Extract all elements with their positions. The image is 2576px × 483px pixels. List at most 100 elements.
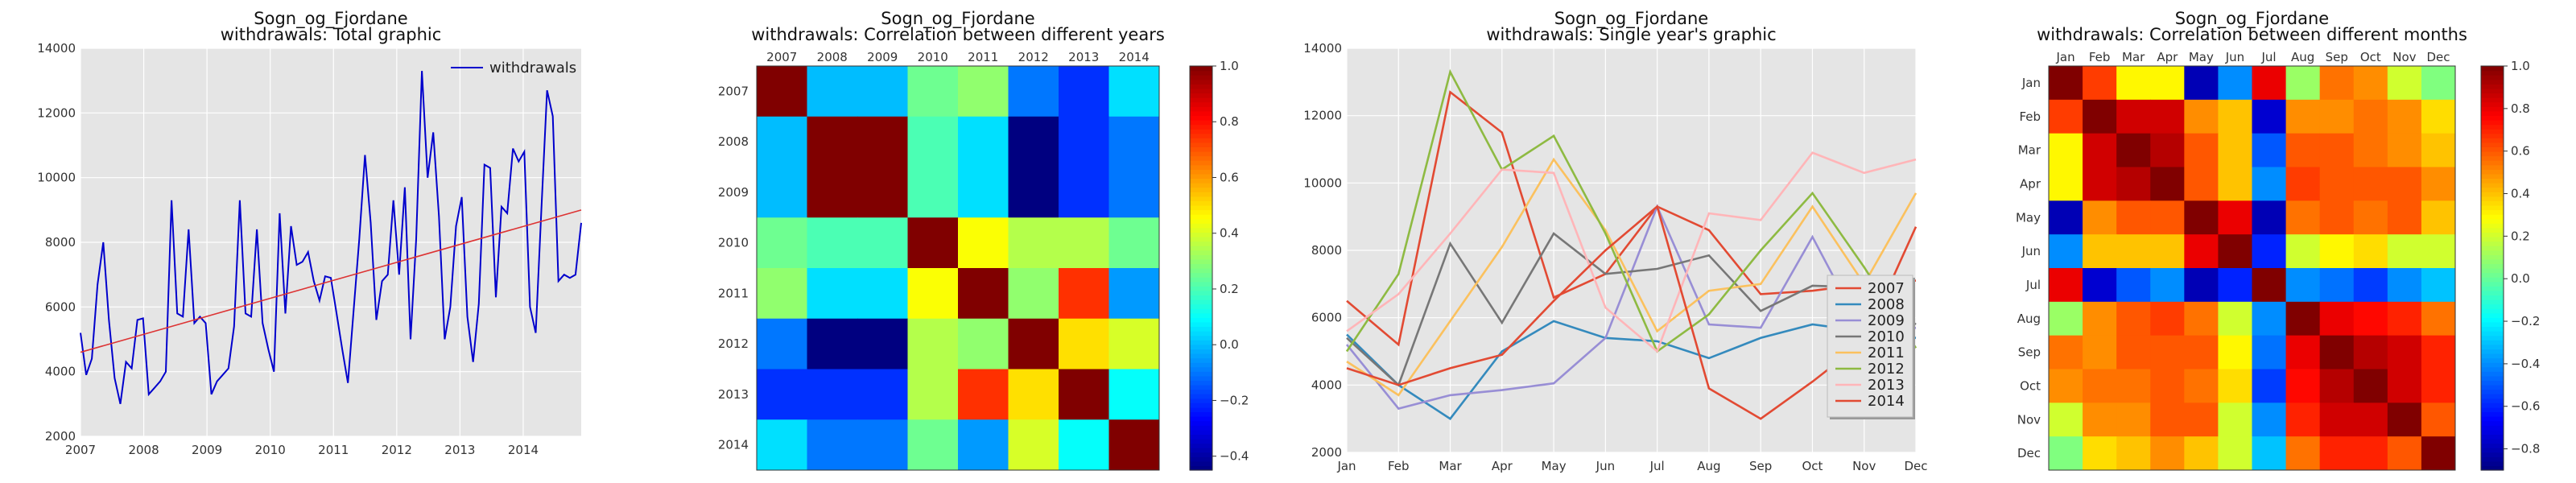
y-tick-label: 8000: [45, 235, 76, 250]
colorbar-segment: [1190, 340, 1212, 345]
x-tick-label: Jun: [1596, 459, 1615, 473]
colorbar-segment: [1190, 263, 1212, 269]
y-tick-label: Oct: [2020, 378, 2041, 393]
colorbar-segment: [2481, 398, 2504, 403]
heatmap-cell: [2353, 99, 2388, 134]
colorbar-segment: [2481, 241, 2504, 246]
colorbar-segment: [2481, 371, 2504, 377]
series-line-2013: [1346, 151, 1917, 353]
heatmap-cell: [2387, 369, 2422, 403]
legend-label: 2008: [1868, 296, 1905, 313]
x-tick-label: Jul: [2260, 50, 2276, 64]
heatmap-cell: [757, 116, 807, 167]
colorbar-segment: [2481, 317, 2504, 323]
heatmap-cell: [857, 318, 908, 369]
heatmap-cell: [2421, 335, 2456, 369]
heatmap-cell: [2252, 402, 2287, 437]
colorbar-segment: [1190, 335, 1212, 341]
colorbar-segment: [1190, 236, 1212, 242]
colorbar-segment: [1190, 308, 1212, 314]
heatmap-cell: [2218, 301, 2252, 336]
heatmap-cell: [2285, 335, 2321, 369]
colorbar-segment: [1190, 70, 1212, 76]
heatmap-cell: [958, 217, 1009, 269]
heatmap-cell: [2353, 268, 2388, 303]
colorbar-segment: [1190, 371, 1212, 377]
heatmap-cell: [1059, 66, 1109, 118]
heatmap-cell: [2150, 335, 2185, 369]
y-tick-label: 14000: [37, 41, 76, 56]
colorbar-segment: [1190, 79, 1212, 85]
colorbar-segment: [1190, 258, 1212, 265]
heatmap-cell: [2184, 301, 2219, 336]
heatmap-cell: [2421, 402, 2456, 437]
x-tick-label: 2009: [192, 443, 222, 457]
colorbar-tick-label: −0.4: [1220, 449, 1249, 464]
colorbar-segment: [2481, 402, 2504, 408]
colorbar-segment: [2481, 209, 2504, 215]
y-tick-label: 2012: [718, 336, 749, 351]
colorbar-segment: [2481, 173, 2504, 180]
heatmap-cell: [1059, 217, 1109, 269]
heatmap-cell: [757, 318, 807, 369]
colorbar-segment: [1190, 84, 1212, 89]
heatmap-cell: [2319, 369, 2355, 403]
colorbar-segment: [2481, 456, 2504, 462]
colorbar-segment: [2481, 434, 2504, 440]
heatmap-cell: [1059, 167, 1109, 218]
colorbar-segment: [2481, 93, 2504, 98]
colorbar-segment: [1190, 407, 1212, 413]
heatmap-cell: [807, 268, 858, 320]
colorbar-segment: [2481, 66, 2504, 72]
legend-box: [1827, 275, 1913, 418]
heatmap-cell: [2150, 402, 2185, 437]
colorbar-segment: [1190, 232, 1212, 237]
heatmap-cell: [2049, 335, 2083, 369]
heatmap-cell: [2421, 436, 2456, 471]
y-tick-label: 12000: [1303, 109, 1342, 123]
colorbar-tick-label: −0.8: [2511, 442, 2540, 456]
x-tick-label: 2013: [1068, 50, 1099, 64]
y-tick-label: 6000: [45, 299, 76, 314]
colorbar-segment: [1190, 209, 1212, 215]
colorbar-segment: [1190, 106, 1212, 112]
heatmap-cell: [958, 318, 1009, 369]
colorbar-segment: [1190, 425, 1212, 431]
colorbar-segment: [2481, 425, 2504, 431]
colorbar-segment: [1190, 303, 1212, 309]
heatmap-cell: [807, 318, 858, 369]
x-tick-label: May: [1542, 459, 1567, 473]
heatmap-cell: [2353, 436, 2388, 471]
colorbar-segment: [1190, 75, 1212, 80]
colorbar-segment: [2481, 88, 2504, 94]
heatmap-cell: [2150, 268, 2185, 303]
colorbar-segment: [2481, 331, 2504, 336]
colorbar-segment: [2481, 79, 2504, 85]
heatmap-cell: [2150, 200, 2185, 235]
colorbar-segment: [1190, 268, 1212, 274]
heatmap-cell: [1108, 318, 1160, 369]
x-tick-label: Aug: [1697, 459, 1720, 473]
heatmap-cell: [2252, 167, 2287, 201]
colorbar-segment: [1190, 290, 1212, 296]
y-tick-label: 14000: [1303, 41, 1342, 56]
colorbar-tick-label: 0.0: [1220, 337, 1239, 352]
colorbar-segment: [2481, 169, 2504, 175]
heatmap-cell: [2285, 402, 2321, 437]
heatmap-cell: [2319, 335, 2355, 369]
heatmap-cell: [2184, 200, 2219, 235]
colorbar-segment: [2481, 290, 2504, 296]
y-tick-label: 2000: [1311, 445, 1342, 460]
colorbar-segment: [1190, 129, 1212, 134]
colorbar-segment: [2481, 308, 2504, 314]
chart-title: Sogn_og_Fjordane: [1554, 9, 1708, 29]
colorbar-segment: [2481, 227, 2504, 233]
colorbar-segment: [1190, 366, 1212, 372]
heatmap-cell: [2285, 66, 2321, 101]
chart-subtitle: withdrawals: Single year's graphic: [1486, 25, 1776, 44]
heatmap-cell: [2285, 268, 2321, 303]
legend-label: 2007: [1868, 280, 1905, 297]
colorbar-segment: [1190, 443, 1212, 448]
heatmap-cell: [757, 66, 807, 118]
colorbar-segment: [2481, 353, 2504, 359]
